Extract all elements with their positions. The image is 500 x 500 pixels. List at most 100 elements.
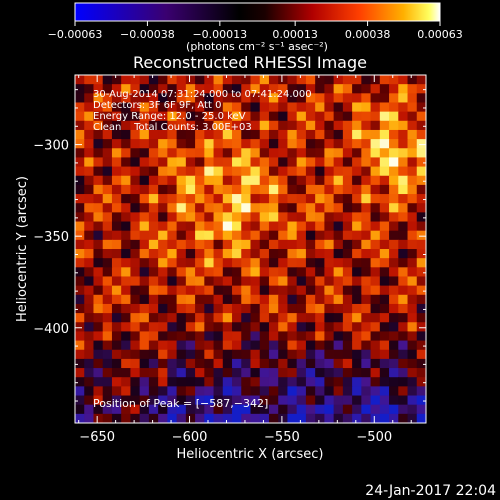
heatmap-cell (287, 249, 298, 259)
heatmap-cell (250, 276, 261, 287)
heatmap-cell (296, 404, 307, 415)
heatmap-cell (139, 349, 150, 360)
heatmap-cell (176, 175, 187, 186)
heatmap-cell (278, 166, 289, 177)
heatmap-cell (121, 294, 132, 305)
heatmap-cell (379, 386, 390, 397)
heatmap-cell (185, 258, 196, 268)
heatmap-cell (167, 102, 178, 113)
heatmap-cell (268, 239, 279, 250)
heatmap-cell (398, 294, 409, 305)
heatmap-cell (250, 377, 261, 387)
heatmap-cell (416, 377, 426, 387)
heatmap-cell (121, 212, 132, 223)
heatmap-cell (213, 413, 224, 423)
heatmap-cell (121, 239, 132, 250)
heatmap-cell (268, 404, 279, 415)
heatmap-cell (407, 331, 418, 342)
heatmap-cell (121, 258, 132, 268)
heatmap-cell (305, 413, 316, 423)
heatmap-cell (370, 258, 381, 268)
heatmap-cell (232, 203, 242, 213)
heatmap-cell (259, 276, 270, 287)
heatmap-cell (287, 413, 298, 423)
heatmap-cell (389, 322, 399, 333)
heatmap-cell (102, 139, 113, 149)
heatmap-cell (287, 395, 298, 406)
heatmap-cell (185, 184, 196, 195)
heatmap-cell (93, 340, 104, 351)
heatmap-cell (84, 404, 95, 415)
heatmap-cell (139, 377, 150, 387)
heatmap-cell (130, 349, 141, 360)
heatmap-cell (102, 413, 113, 423)
heatmap-cell (222, 404, 233, 415)
heatmap-cell (241, 194, 252, 204)
heatmap-cell (407, 184, 418, 195)
heatmap-cell (416, 303, 426, 314)
heatmap-cell (241, 166, 252, 177)
heatmap-cell (167, 313, 178, 323)
heatmap-cell (130, 249, 141, 259)
heatmap-cell (398, 148, 409, 159)
heatmap-cell (352, 340, 362, 351)
heatmap-cell (416, 120, 426, 131)
heatmap-cell (352, 239, 362, 250)
heatmap-cell (111, 102, 122, 113)
heatmap-cell (379, 120, 390, 131)
heatmap-cell (315, 386, 325, 397)
colorbar-tick-label: −0.00038 (120, 28, 175, 41)
heatmap-cell (75, 285, 85, 296)
colorbar-tick-label: −0.00013 (192, 28, 247, 41)
heatmap-cell (379, 203, 390, 213)
heatmap-cell (148, 404, 159, 415)
heatmap-cell (379, 175, 390, 186)
heatmap-cell (204, 166, 215, 177)
heatmap-cell (333, 75, 344, 85)
heatmap-cell (204, 404, 215, 415)
heatmap-cell (342, 249, 353, 259)
heatmap-cell (268, 120, 279, 131)
heatmap-cell (121, 340, 132, 351)
heatmap-cell (102, 395, 113, 406)
heatmap-cell (416, 111, 426, 122)
heatmap-cell (315, 313, 325, 323)
heatmap-cell (84, 184, 95, 195)
heatmap-cell (176, 413, 187, 423)
heatmap-cell (93, 267, 104, 278)
heatmap-cell (407, 313, 418, 323)
heatmap-cell (370, 93, 381, 104)
heatmap-cell (195, 111, 205, 122)
heatmap-cell (379, 331, 390, 342)
heatmap-cell (268, 285, 279, 296)
heatmap-cell (167, 84, 178, 94)
heatmap-cell (185, 267, 196, 278)
heatmap-cell (370, 212, 381, 223)
heatmap-cell (278, 340, 289, 351)
heatmap-cell (148, 413, 159, 423)
heatmap-cell (324, 358, 335, 369)
heatmap-cell (167, 129, 178, 140)
heatmap-cell (416, 276, 426, 287)
heatmap-cell (296, 239, 307, 250)
heatmap-cell (389, 184, 399, 195)
heatmap-cell (195, 194, 205, 204)
heatmap-cell (398, 102, 409, 113)
heatmap-cell (259, 395, 270, 406)
heatmap-cell (222, 239, 233, 250)
heatmap-cell (84, 386, 95, 397)
heatmap-cell (158, 148, 168, 159)
heatmap-cell (268, 148, 279, 159)
heatmap-cell (352, 404, 362, 415)
heatmap-cell (370, 129, 381, 140)
heatmap-cell (287, 377, 298, 387)
heatmap-cell (93, 239, 104, 250)
heatmap-cell (416, 267, 426, 278)
heatmap-cell (111, 230, 122, 241)
heatmap-cell (361, 93, 372, 104)
heatmap-cell (250, 184, 261, 195)
heatmap-cell (398, 340, 409, 351)
heatmap-cell (158, 303, 168, 314)
heatmap-cell (315, 184, 325, 195)
heatmap-cell (398, 395, 409, 406)
